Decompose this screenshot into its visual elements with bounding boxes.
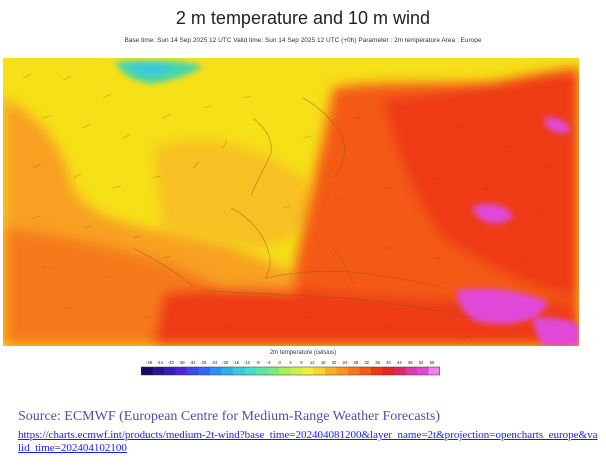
- legend-tick-label: -20: [222, 360, 229, 365]
- legend-swatch: [336, 367, 349, 375]
- legend-title: 2m temperature (celsius): [269, 350, 337, 356]
- source-credit: Source: ECMWF (European Centre for Mediu…: [18, 409, 440, 424]
- legend-tick-label: 48: [408, 360, 413, 365]
- temperature-wind-map: [3, 58, 579, 346]
- legend-swatch: [256, 367, 268, 375]
- legend-tick-label: -12: [244, 360, 251, 365]
- magenta-caspian: [471, 203, 513, 224]
- legend-tick-label: 28: [353, 360, 358, 365]
- legend-tick-label: 40: [386, 360, 391, 365]
- legend-tick-label: -36: [179, 360, 186, 365]
- legend-swatch: [371, 367, 383, 375]
- legend-tick-label: 20: [332, 360, 337, 365]
- legend-tick-label: 32: [364, 360, 369, 365]
- legend-tick-label: 44: [397, 360, 402, 365]
- legend-swatch: [302, 367, 314, 375]
- legend-swatch: [221, 367, 234, 375]
- source-link[interactable]: https://charts.ecmwf.int/products/medium…: [18, 429, 598, 454]
- legend-swatch: [244, 367, 257, 375]
- legend-swatch: [187, 367, 199, 375]
- legend-swatch: [152, 367, 165, 375]
- chart-title: 2 m temperature and 10 m wind: [175, 8, 431, 28]
- legend-tick-label: -16: [233, 360, 240, 365]
- wind-arrows: [22, 73, 552, 339]
- legend-swatch: [198, 367, 211, 375]
- legend-tick-label: -32: [190, 360, 197, 365]
- magenta-east-north: [543, 117, 570, 134]
- legend-tick-label: -48: [146, 360, 153, 365]
- legend-tick-label: -40: [168, 360, 175, 365]
- legend-tick-label: 16: [321, 360, 326, 365]
- legend-swatch: [267, 367, 280, 375]
- legend-swatch: [428, 367, 441, 375]
- legend-tick-label: 0: [278, 360, 281, 365]
- legend-swatch: [141, 367, 153, 375]
- legend-tick-label: 8: [300, 360, 303, 365]
- legend-tick-label: 12: [310, 360, 315, 365]
- coastlines: [132, 97, 474, 319]
- legend-tick-label: 56: [430, 360, 435, 365]
- legend-swatch: [233, 367, 245, 375]
- chart-subtitle: Base time: Sun 14 Sep 2025 12 UTC Valid …: [124, 37, 482, 44]
- legend-swatch: [417, 367, 429, 375]
- legend-swatch: [359, 367, 372, 375]
- temperature-color-scale: -48 -44 -40 -36 -32 -28 -24 -20 -16 -12 -8 -4 0 4 8 12 1…: [141, 359, 441, 385]
- legend-swatch: [382, 367, 395, 375]
- legend-tick-label: -28: [200, 360, 207, 365]
- legend-tick-label: 36: [375, 360, 380, 365]
- legend-swatch: [290, 367, 303, 375]
- magenta-arabia: [533, 317, 579, 346]
- legend-swatch: [348, 367, 360, 375]
- yellow-orange-zone: [153, 139, 311, 248]
- red-east: [383, 68, 579, 298]
- legend-tick-label: 4: [289, 360, 292, 365]
- legend-swatch: [175, 367, 188, 375]
- legend-tick-label: -24: [211, 360, 218, 365]
- legend-swatch: [279, 367, 291, 375]
- legend-tick-label: 24: [343, 360, 348, 365]
- legend-border: [141, 366, 440, 376]
- legend-swatch: [405, 367, 418, 375]
- legend-swatch: [210, 367, 222, 375]
- legend-swatch: [394, 367, 406, 375]
- magenta-middle-east: [457, 288, 548, 324]
- cold-cyan-arctic: [128, 63, 175, 75]
- legend-swatch: [164, 367, 176, 375]
- legend-swatch: [313, 367, 326, 375]
- legend-tick-label: -44: [157, 360, 164, 365]
- legend-swatch: [325, 367, 337, 375]
- legend-tick-label: 52: [419, 360, 424, 365]
- legend-tick-label: -8: [256, 360, 260, 365]
- legend-tick-label: -4: [267, 360, 271, 365]
